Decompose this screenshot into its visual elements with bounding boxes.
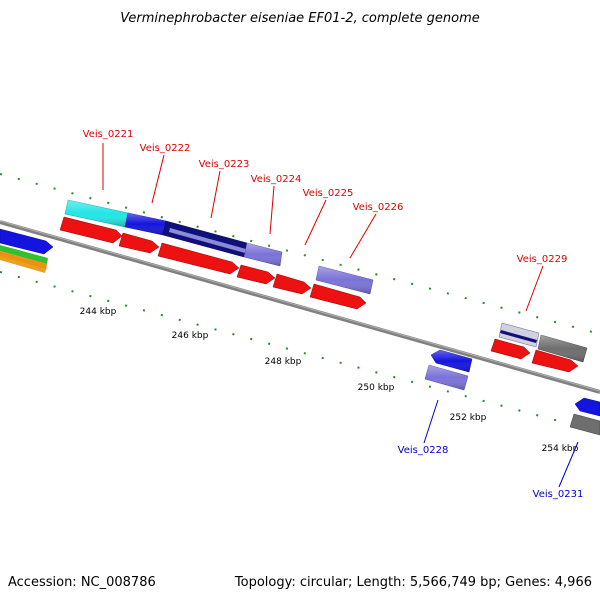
forward-cds-track — [59, 216, 579, 373]
genome-backbone — [0, 220, 600, 394]
map-title: Verminephrobacter eiseniae EF01-2, compl… — [120, 11, 479, 26]
cds-arrow-veis-0223[interactable] — [157, 242, 240, 275]
left-edge-features — [0, 228, 54, 273]
gene-label-veis-0229[interactable]: Veis_0229 — [517, 254, 568, 265]
gene-label-veis-0228[interactable]: Veis_0228 — [398, 445, 449, 456]
gene-label-veis-0221[interactable]: Veis_0221 — [83, 129, 134, 140]
gene-label-callouts — [102, 143, 579, 488]
scale-label-254: 254 kbp — [542, 444, 579, 454]
gene-label-veis-0222[interactable]: Veis_0222 — [140, 143, 191, 154]
cds-arrow-veis-0222[interactable] — [118, 232, 160, 254]
gene-label-veis-0226[interactable]: Veis_0226 — [353, 202, 404, 213]
forward-feature-track-outer — [64, 199, 588, 363]
cds-arrow-veis-0225[interactable] — [272, 273, 312, 295]
gene-label-veis-0223[interactable]: Veis_0223 — [199, 159, 250, 170]
cds-arrow-veis-0229[interactable] — [490, 338, 531, 360]
scale-label-248: 248 kbp — [265, 357, 302, 367]
scale-label-244: 244 kbp — [80, 307, 117, 317]
scale-label-252: 252 kbp — [450, 413, 487, 423]
gene-label-veis-0231[interactable]: Veis_0231 — [533, 489, 584, 500]
reverse-feature-track — [424, 349, 600, 436]
cds-arrow-veis-0226[interactable] — [309, 283, 367, 310]
cds-arrow-veis-0231-a[interactable] — [574, 397, 600, 417]
gene-label-veis-0225[interactable]: Veis_0225 — [303, 188, 354, 199]
cds-arrow-veis-0230[interactable] — [531, 349, 579, 373]
gene-label-veis-0224[interactable]: Veis_0224 — [251, 174, 302, 185]
cds-arrow-veis-0221[interactable] — [59, 216, 123, 244]
scale-label-246: 246 kbp — [172, 331, 209, 341]
topology-text: Topology: circular; Length: 5,566,749 bp… — [234, 575, 592, 590]
accession-text: Accession: NC_008786 — [8, 575, 156, 590]
cds-arrow-veis-0224[interactable] — [236, 264, 276, 285]
gene-feature-veis-0231[interactable] — [569, 413, 600, 436]
scale-label-250: 250 kbp — [358, 383, 395, 393]
